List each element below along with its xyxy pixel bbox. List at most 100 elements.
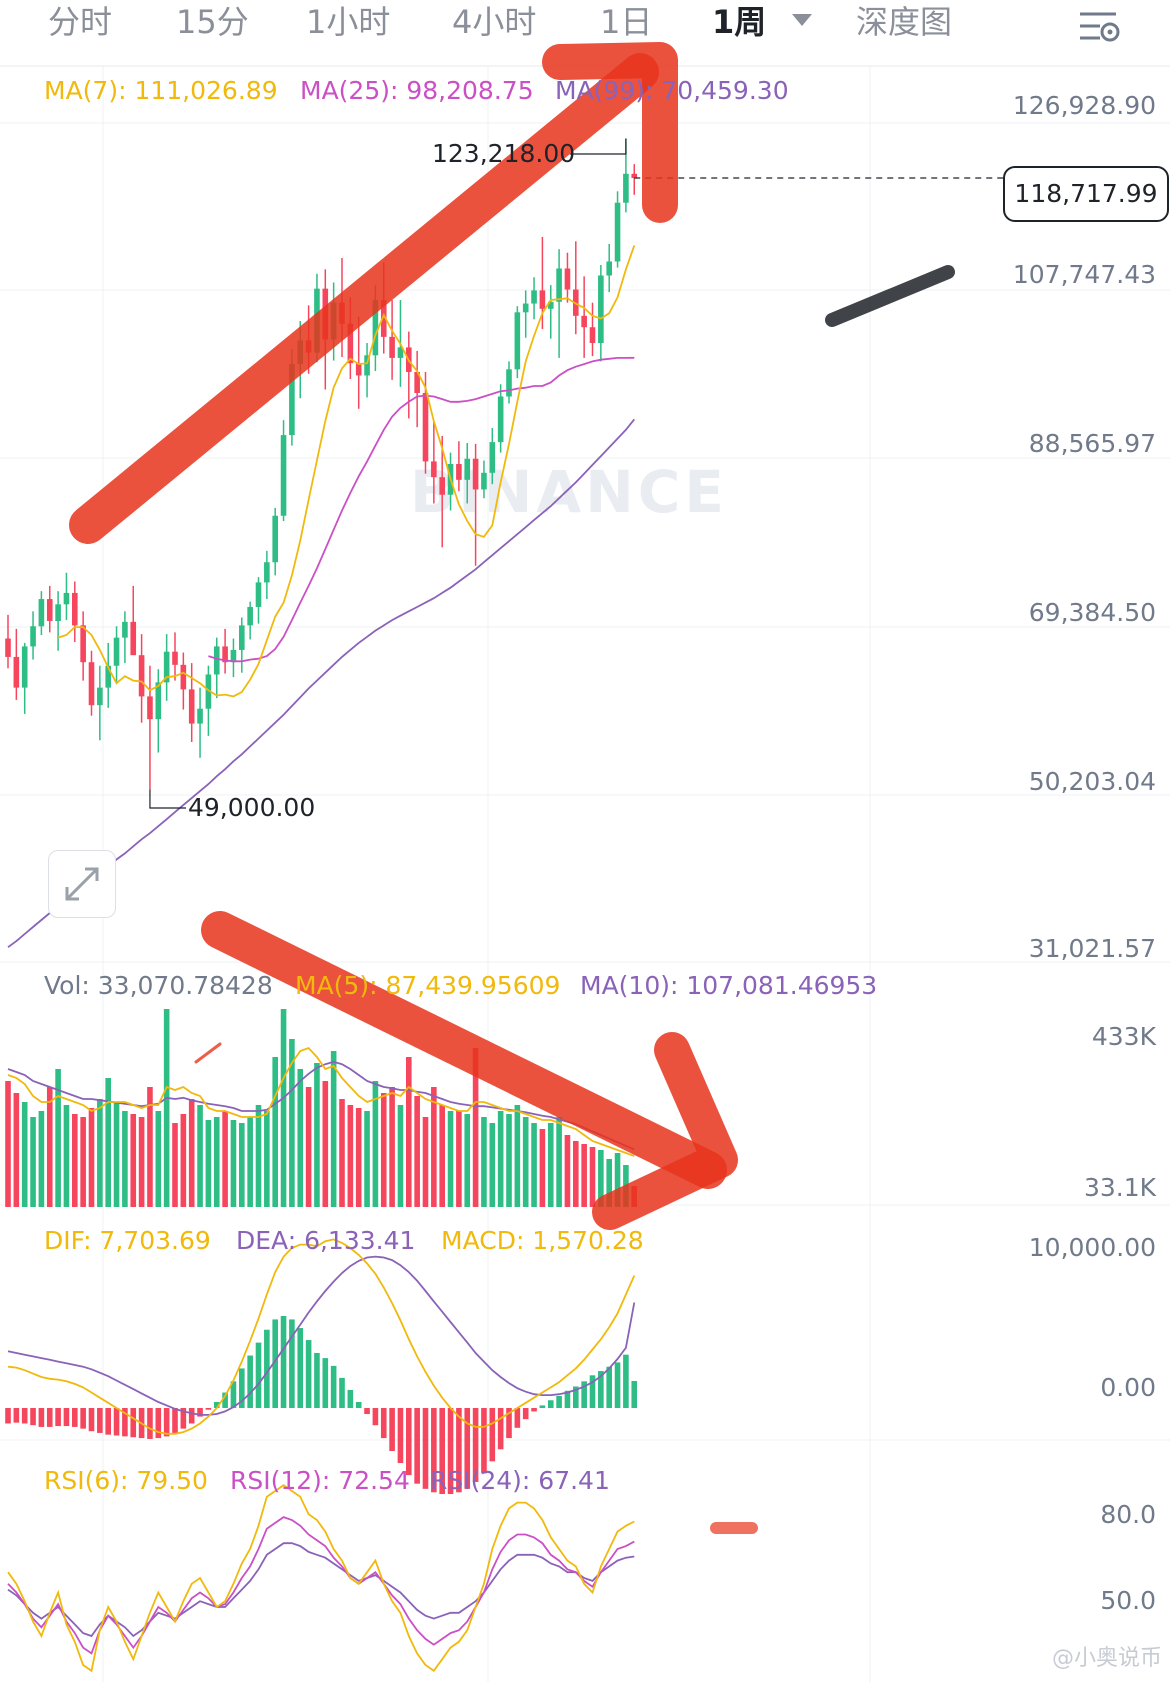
- price-axis-tick: 69,384.50: [1028, 598, 1156, 627]
- price-axis-tick: 126,928.90: [1012, 91, 1156, 120]
- volume-bar: [113, 1102, 120, 1207]
- volume-bar: [606, 1159, 612, 1207]
- candle-body: [547, 301, 554, 309]
- candle-body: [581, 315, 587, 328]
- volume-bar: [364, 1111, 370, 1207]
- candle-body: [422, 392, 429, 462]
- volume-bar: [330, 1051, 337, 1207]
- price-axis-tick: 31,021.57: [1028, 934, 1156, 963]
- macd-histogram-bar: [222, 1392, 228, 1408]
- high-price-label: 123,218.00: [432, 139, 576, 168]
- macd-histogram-bar: [547, 1400, 554, 1408]
- volume-bar: [30, 1117, 36, 1207]
- caret-down-icon[interactable]: [792, 14, 812, 26]
- volume-bar: [247, 1117, 253, 1207]
- macd-histogram-bar: [155, 1408, 162, 1439]
- volume-ma10-label: MA(10): 107,081.46953: [580, 971, 878, 1000]
- price-axis-tick: 107,747.43: [1012, 260, 1156, 289]
- macd-histogram-bar: [5, 1408, 11, 1424]
- candle-body: [130, 621, 137, 656]
- rsi6-label: RSI(6): 79.50: [44, 1466, 208, 1495]
- macd-histogram-bar: [531, 1408, 537, 1412]
- candle-body: [147, 696, 153, 720]
- volume-bar: [130, 1114, 137, 1207]
- candle-body: [397, 347, 404, 358]
- tab-depth-chart[interactable]: 深度图: [856, 3, 953, 41]
- volume-bar: [172, 1123, 178, 1207]
- volume-bar: [581, 1144, 587, 1207]
- macd-histogram-bar: [447, 1408, 454, 1494]
- candle-body: [372, 300, 379, 356]
- macd-histogram-bar: [431, 1408, 437, 1493]
- volume-bar: [380, 1093, 387, 1207]
- macd-histogram-bar: [322, 1358, 329, 1408]
- macd-histogram-bar: [539, 1405, 546, 1408]
- macd-histogram-bar: [314, 1352, 320, 1408]
- tab-15min[interactable]: 15分: [176, 3, 249, 41]
- tab-1day[interactable]: 1日: [600, 3, 653, 41]
- candle-body: [38, 599, 45, 627]
- rsi24-line: [7, 1542, 635, 1638]
- candle-body: [631, 173, 638, 179]
- volume-bar: [88, 1108, 95, 1207]
- volume-bar: [522, 1117, 529, 1207]
- macd-histogram-bar: [88, 1408, 95, 1432]
- chart-settings-icon[interactable]: [1076, 4, 1124, 48]
- tab-1week[interactable]: 1周: [712, 3, 767, 41]
- candle-body: [63, 592, 70, 605]
- ma99-label: MA(99): 70,459.30: [555, 76, 789, 105]
- volume-bar: [406, 1057, 412, 1207]
- macd-dif-label: DIF: 7,703.69: [44, 1226, 211, 1255]
- candle-body: [13, 656, 20, 688]
- tab-1hour[interactable]: 1小时: [306, 3, 391, 41]
- candle-body: [539, 290, 546, 309]
- macd-histogram-bar: [230, 1381, 237, 1408]
- volume-bar: [155, 1111, 162, 1207]
- macd-histogram-bar: [280, 1315, 287, 1408]
- expand-button[interactable]: [48, 850, 116, 918]
- tab-4hour[interactable]: 4小时: [452, 3, 537, 41]
- exchange-watermark: BINANCE: [410, 458, 728, 526]
- expand-icon: [65, 867, 99, 901]
- volume-bar: [105, 1078, 111, 1207]
- candle-body: [431, 461, 437, 478]
- candle-body: [55, 604, 61, 621]
- macd-histogram-bar: [631, 1380, 638, 1408]
- candle-body: [155, 682, 162, 720]
- volume-bar: [55, 1069, 61, 1207]
- candle-body: [188, 689, 195, 724]
- candle-body: [180, 664, 187, 690]
- high-marker-line: [570, 138, 627, 155]
- volume-bar: [614, 1153, 621, 1207]
- volume-bar: [264, 1111, 270, 1207]
- candle-body: [72, 592, 78, 626]
- volume-bar: [5, 1081, 11, 1207]
- rsi-axis-tick: 50.0: [1100, 1586, 1156, 1615]
- volume-bar: [556, 1117, 562, 1207]
- candle-body: [264, 562, 270, 583]
- macd-axis-tick: 0.00: [1100, 1373, 1156, 1402]
- macd-histogram-bar: [489, 1408, 496, 1462]
- volume-bar: [564, 1135, 571, 1207]
- downtrend-arrow-annotation: [201, 911, 727, 1189]
- volume-bar: [322, 1081, 329, 1207]
- rsi24-label: RSI(24): 67.41: [430, 1466, 610, 1495]
- candle-body: [97, 687, 103, 706]
- macd-histogram-bar: [456, 1408, 462, 1493]
- black-marker-stroke: [825, 265, 955, 327]
- ma25-line: [208, 356, 635, 663]
- volume-bar: [21, 1102, 28, 1207]
- candle-body: [389, 336, 395, 358]
- last-price-tag[interactable]: 118,717.99: [1003, 166, 1169, 222]
- tab-time-sharing[interactable]: 分时: [48, 3, 113, 41]
- macd-histogram-bar: [180, 1408, 187, 1429]
- macd-histogram-bar: [255, 1342, 262, 1408]
- candle-body: [472, 458, 479, 490]
- volume-bar: [188, 1099, 195, 1207]
- macd-histogram-bar: [355, 1401, 362, 1408]
- volume-bar: [589, 1147, 596, 1207]
- volume-bar: [573, 1141, 579, 1207]
- macd-histogram-bar: [339, 1377, 345, 1408]
- macd-histogram-bar: [247, 1355, 253, 1408]
